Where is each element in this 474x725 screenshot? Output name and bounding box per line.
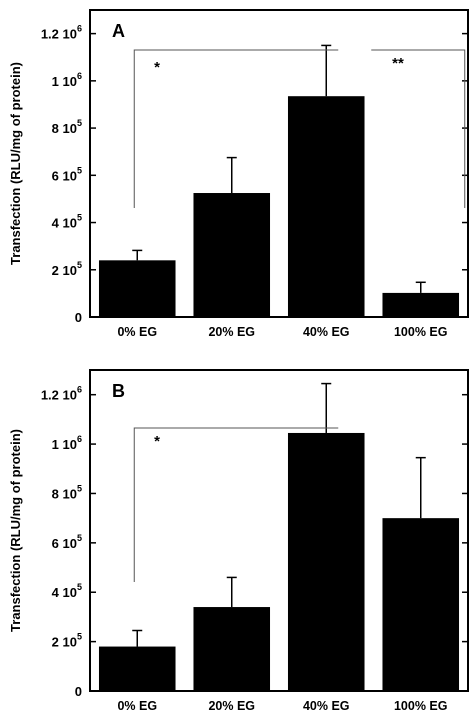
y-axis-label: Transfection (RLU/mg of protein): [8, 62, 23, 265]
significance-label: *: [154, 433, 160, 450]
chart-panel-a: 0 2 105 4 105 6 105 8 105 1 106 1.2 106 0% EG 20…: [8, 9, 469, 339]
panel-label: B: [112, 381, 125, 401]
y-tick-label: 8 105: [52, 118, 82, 136]
y-tick-label: 1.2 106: [41, 24, 82, 42]
y-tick-label: 4 105: [52, 582, 82, 600]
x-tick-label: 40% EG: [303, 325, 350, 339]
significance-bracket: [133, 427, 339, 582]
x-tick-label: 0% EG: [117, 325, 157, 339]
y-tick-label: 2 105: [52, 260, 82, 278]
x-tick-label: 20% EG: [208, 325, 255, 339]
panel-label: A: [112, 21, 125, 41]
significance-label: *: [154, 59, 160, 76]
chart-panel-b: 0 2 105 4 105 6 105 8 105 1 106 1.2 106 0% EG 20…: [8, 369, 469, 713]
x-tick-label: 100% EG: [394, 325, 448, 339]
y-axis-label: Transfection (RLU/mg of protein): [8, 429, 23, 632]
y-tick-label: 1 106: [52, 71, 82, 89]
bar: [287, 96, 365, 317]
x-tick-label: 20% EG: [208, 699, 255, 713]
plot-frame: [89, 9, 469, 318]
significance-bracket: [133, 49, 339, 208]
bar: [193, 193, 271, 317]
y-tick-label: 1.2 106: [41, 385, 82, 403]
bar: [382, 518, 460, 691]
bar: [98, 646, 176, 691]
x-tick-label: 0% EG: [117, 699, 157, 713]
significance-bracket: [371, 49, 466, 208]
y-tick-label: 4 105: [52, 213, 82, 231]
significance-label: **: [392, 55, 404, 72]
bar: [382, 292, 460, 317]
bar: [98, 260, 176, 317]
x-tick-label: 40% EG: [303, 699, 350, 713]
y-tick-label: 6 105: [52, 533, 82, 551]
bar: [193, 607, 271, 691]
bar: [287, 432, 365, 691]
y-tick-label: 8 105: [52, 483, 82, 501]
y-tick-label: 1 106: [52, 434, 82, 452]
y-tick-label: 0: [75, 684, 82, 699]
y-tick-label: 2 105: [52, 632, 82, 650]
plot-frame: [89, 369, 469, 692]
y-tick-label: 6 105: [52, 165, 82, 183]
y-tick-label: 0: [75, 310, 82, 325]
x-tick-label: 100% EG: [394, 699, 448, 713]
